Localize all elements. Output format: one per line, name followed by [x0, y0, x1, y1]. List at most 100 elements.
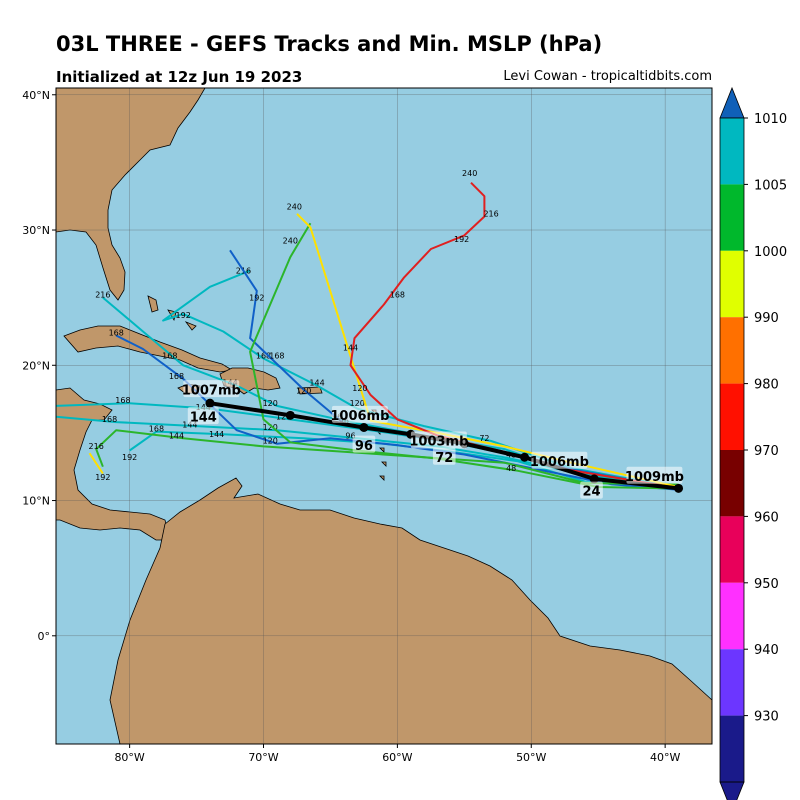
colorbar-tick-label: 980 [754, 378, 779, 393]
member-hour-label: 168 [169, 372, 184, 381]
colorbar-segment [720, 250, 744, 318]
member-hour-label: 120 [352, 384, 367, 393]
member-hour-label: 168 [149, 425, 164, 434]
land-masses [56, 88, 712, 744]
mean-track-point [520, 452, 530, 462]
map-content: 4872961201441689612014416814416819296120… [56, 88, 712, 744]
mean-pressure-label-text: 1007mb [182, 383, 241, 398]
lat-tick-label: 30°N [22, 224, 50, 237]
member-hour-label: 192 [95, 473, 110, 482]
mean-hour-label-box [580, 481, 603, 499]
member-hour-label: 120 [276, 412, 291, 421]
member-hour-label: 96 [345, 431, 355, 440]
member-track [249, 222, 672, 490]
member-hour-label: 168 [102, 415, 117, 424]
lat-tick-label: 10°N [22, 495, 50, 508]
lat-tick-label: 20°N [22, 359, 50, 372]
colorbar-tick-label: 1000 [754, 245, 787, 260]
land-south-america [109, 477, 712, 744]
colorbar-top-arrow [719, 86, 745, 119]
mean-track-point [285, 410, 295, 420]
member-hour-label: 192 [176, 311, 191, 320]
mean-hour-label-text: 96 [355, 439, 373, 454]
member-track [95, 429, 679, 486]
mean-pressure-label-text: 1009mb [625, 470, 684, 485]
colorbar-tick-label: 970 [754, 444, 779, 459]
colorbar-tick-label: 990 [754, 311, 779, 326]
map-frame [55, 87, 713, 745]
colorbar-segment [720, 317, 744, 384]
member-hour-label: 168 [115, 396, 130, 405]
colorbar-segment [720, 715, 744, 782]
pressure-colorbar: 1010 1005 1000 990 980 970 960 950 940 930 [719, 86, 787, 800]
member-hour-label: 240 [287, 203, 302, 212]
ensemble-mean-track: 1009mb 1006mb 1003mb 1006mb 1007mb 24 72 96 144 [182, 380, 684, 500]
member-hour-label: 168 [162, 352, 177, 361]
colorbar-segment [720, 118, 744, 185]
page-title: 03L THREE - GEFS Tracks and Min. MSLP (h… [56, 32, 603, 56]
mean-pressure-label-box [531, 451, 588, 469]
member-hour-label: 144 [343, 343, 358, 352]
mean-track-point [205, 398, 215, 408]
mean-pressure-label-box [183, 380, 240, 398]
member-hour-label: 192 [122, 453, 137, 462]
member-hour-label: 168 [390, 291, 405, 300]
colorbar-tick-label: 1010 [754, 112, 787, 127]
colorbar-tick-label: 930 [754, 710, 779, 725]
member-hour-label: 144 [209, 430, 224, 439]
member-track [88, 452, 104, 475]
member-hour-label: 120 [263, 399, 278, 408]
colorbar-segment [720, 383, 744, 450]
member-hour-label: 72 [479, 434, 489, 443]
lon-tick-label: 60°W [382, 751, 412, 764]
colorbar-segment [720, 582, 744, 650]
colorbar-tick-label: 960 [754, 510, 779, 525]
member-hour-label: 240 [462, 169, 477, 178]
mean-pressure-label-box [626, 466, 683, 484]
init-time-subtitle: Initialized at 12z Jun 19 2023 [56, 68, 303, 86]
member-hour-label: 168 [109, 329, 124, 338]
colorbar-tick-label: 1005 [754, 178, 787, 193]
mean-pressure-label-text: 1006mb [330, 409, 389, 424]
mean-hour-label-box [432, 447, 456, 465]
land-central-america [56, 387, 171, 541]
mean-pressure-label: 1006mb [330, 405, 389, 424]
member-hour-label: 192 [454, 235, 469, 244]
mean-hour-label: 24 [580, 481, 603, 500]
colorbar-tick-label: 950 [754, 577, 779, 592]
member-hour-label: 120 [350, 399, 365, 408]
mean-pressure-label-text: 1006mb [530, 455, 589, 470]
member-hour-label: 216 [95, 291, 110, 300]
lon-tick-label: 40°W [650, 751, 680, 764]
lat-tick-label: 40°N [22, 89, 50, 102]
colorbar-segment [720, 184, 744, 251]
colorbar-tick-label: 940 [754, 643, 779, 658]
credit-text: Levi Cowan - tropicaltidbits.com [503, 69, 712, 84]
mean-track-point [589, 474, 599, 484]
land-north-america [56, 88, 206, 301]
member-hour-label: 168 [269, 352, 284, 361]
mean-pressure-label: 1007mb [182, 380, 241, 398]
member-hour-label: 120 [263, 423, 278, 432]
mean-hour-label-text: 72 [435, 451, 453, 466]
member-hour-label: 168 [256, 352, 271, 361]
member-hour-label: 192 [249, 293, 264, 302]
member-hour-label: 120 [296, 387, 311, 396]
colorbar-segment [720, 649, 744, 716]
lat-tick-label: 0° [38, 630, 51, 643]
axis-ticks: 80°W 70°W 60°W 50°W 40°W 40°N 30°N 20°N 10°N 0° [22, 89, 680, 764]
mean-hour-label-box [352, 435, 376, 453]
member-hour-label: 144 [182, 420, 197, 429]
lon-tick-label: 70°W [248, 751, 278, 764]
member-hour-label: 216 [89, 442, 104, 451]
member-hour-label: 216 [483, 209, 498, 218]
colorbar-segment [720, 450, 744, 517]
lon-tick-label: 80°W [114, 751, 144, 764]
mean-pressure-label: 1009mb [625, 466, 684, 485]
member-hour-label: 240 [283, 237, 298, 246]
colorbar-bottom-arrow [719, 781, 745, 800]
mean-pressure-label-text: 1003mb [409, 435, 468, 450]
mean-pressure-label: 1003mb [409, 431, 468, 450]
mean-hour-label: 96 [352, 435, 376, 454]
